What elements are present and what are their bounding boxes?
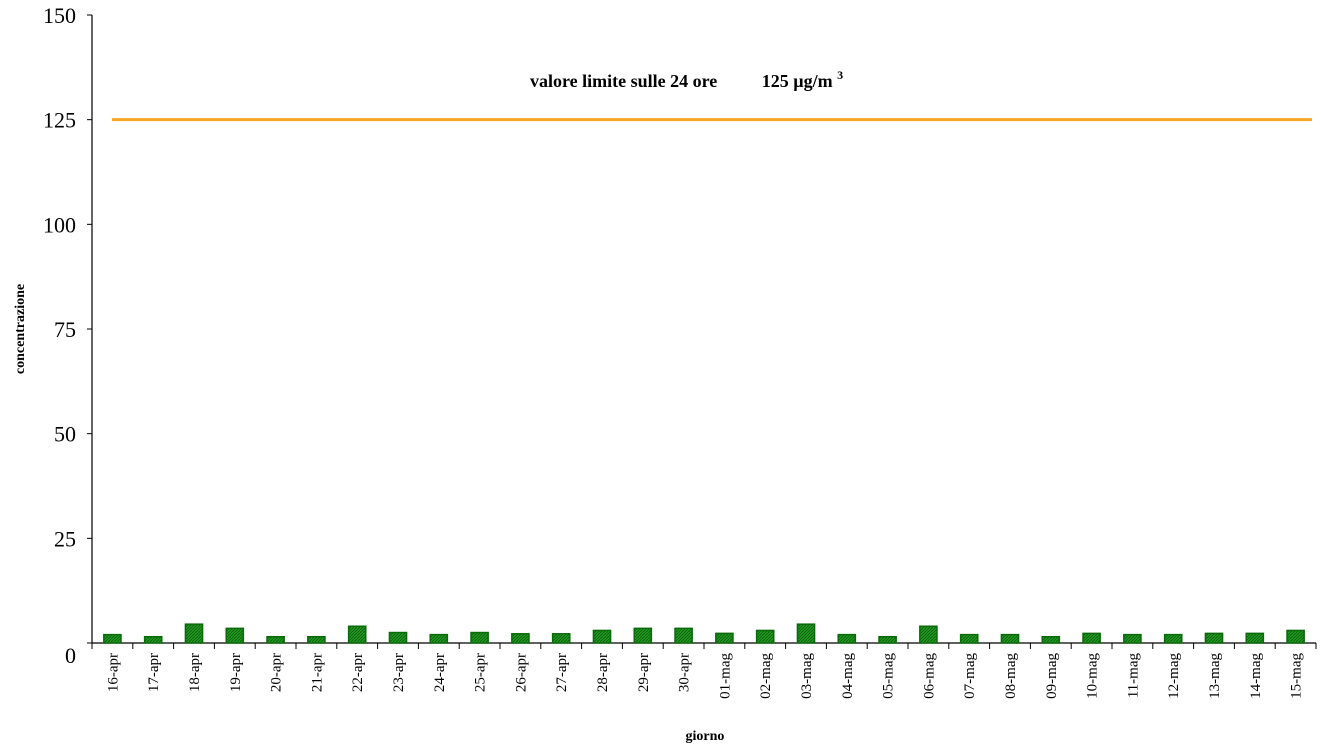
x-tick-label: 08-mag: [1003, 653, 1019, 699]
y-tick-label: 75: [54, 317, 76, 342]
bar: [959, 633, 979, 644]
bar: [470, 631, 489, 644]
bar: [1204, 632, 1224, 644]
x-tick-label: 05-mag: [881, 653, 897, 699]
limit-value-superscript: 3: [837, 68, 843, 82]
bar: [511, 633, 530, 644]
bar: [266, 635, 285, 644]
x-tick-label: 30-apr: [677, 653, 693, 692]
bar: [1082, 632, 1101, 644]
bar: [592, 629, 612, 644]
x-tick-label: 19-apr: [228, 653, 244, 692]
limit-annotation: valore limite sulle 24 ore 125 µg/m 3: [530, 68, 843, 91]
x-tick-label: 17-apr: [146, 653, 162, 692]
x-tick-label: 15-mag: [1289, 653, 1305, 699]
x-tick-label: 26-apr: [513, 653, 529, 692]
bar: [837, 633, 857, 644]
x-tick-label: 24-apr: [432, 653, 448, 692]
bar: [1000, 633, 1020, 644]
x-tick-label: 18-apr: [187, 653, 203, 692]
y-axis: 0 25 50 75 100 125 150: [43, 3, 93, 668]
bar: [1041, 635, 1061, 644]
bar: [1163, 633, 1183, 644]
x-tick-label: 28-apr: [595, 653, 611, 692]
bar: [715, 632, 734, 644]
x-tick-label: 07-mag: [962, 653, 978, 699]
bar: [551, 633, 571, 644]
bar: [919, 625, 938, 644]
x-tick-label: 10-mag: [1085, 653, 1101, 699]
bar: [143, 635, 163, 644]
x-tick-label: 01-mag: [717, 653, 733, 699]
y-tick-label: 125: [43, 108, 76, 133]
limit-value-label: 125 µg/m: [762, 71, 833, 91]
bar: [184, 623, 204, 644]
x-tick-label: 04-mag: [840, 653, 856, 699]
y-tick-label: 50: [54, 422, 76, 447]
x-axis: 16-apr 17-apr 18-apr 19-apr 20-apr 21-apr 22-a…: [91, 642, 1317, 699]
bars: [103, 623, 1305, 644]
limit-label: valore limite sulle 24 ore: [530, 71, 717, 91]
bar: [307, 635, 326, 644]
bar: [1123, 633, 1142, 644]
x-tick-label: 22-apr: [350, 653, 366, 692]
y-tick-label: 150: [43, 3, 76, 28]
x-tick-label: 09-mag: [1044, 653, 1060, 699]
x-tick-label: 13-mag: [1207, 653, 1223, 699]
bar: [796, 623, 816, 644]
x-tick-label: 27-apr: [554, 653, 570, 692]
x-tick-label: 25-apr: [473, 653, 489, 692]
x-tick-label: 03-mag: [799, 653, 815, 699]
bar: [633, 627, 653, 644]
y-axis-title: concentrazione: [13, 284, 28, 374]
x-tick-label: 14-mag: [1248, 653, 1264, 699]
x-tick-label: 02-mag: [758, 653, 774, 699]
x-tick-label: 12-mag: [1166, 653, 1182, 699]
bar: [1245, 632, 1265, 644]
y-tick-label: 25: [54, 526, 76, 551]
bar: [347, 625, 367, 644]
bar: [1286, 629, 1305, 644]
bar: [878, 635, 897, 644]
y-tick-label: 100: [43, 212, 76, 237]
x-tick-label: 11-mag: [1125, 653, 1141, 699]
bar: [103, 633, 122, 644]
bar: [755, 629, 775, 644]
x-tick-label: 16-apr: [105, 653, 121, 692]
y-tick-label: 0: [65, 643, 76, 668]
x-tick-label: 23-apr: [391, 653, 407, 692]
bar: [225, 627, 245, 644]
x-tick-label: 20-apr: [269, 653, 285, 692]
bar: [388, 631, 408, 644]
bar: [429, 633, 449, 644]
x-axis-title: giorno: [686, 729, 725, 744]
bar: [674, 627, 693, 644]
x-tick-label: 06-mag: [921, 653, 937, 699]
x-tick-label: 29-apr: [636, 653, 652, 692]
x-tick-label: 21-apr: [309, 653, 325, 692]
